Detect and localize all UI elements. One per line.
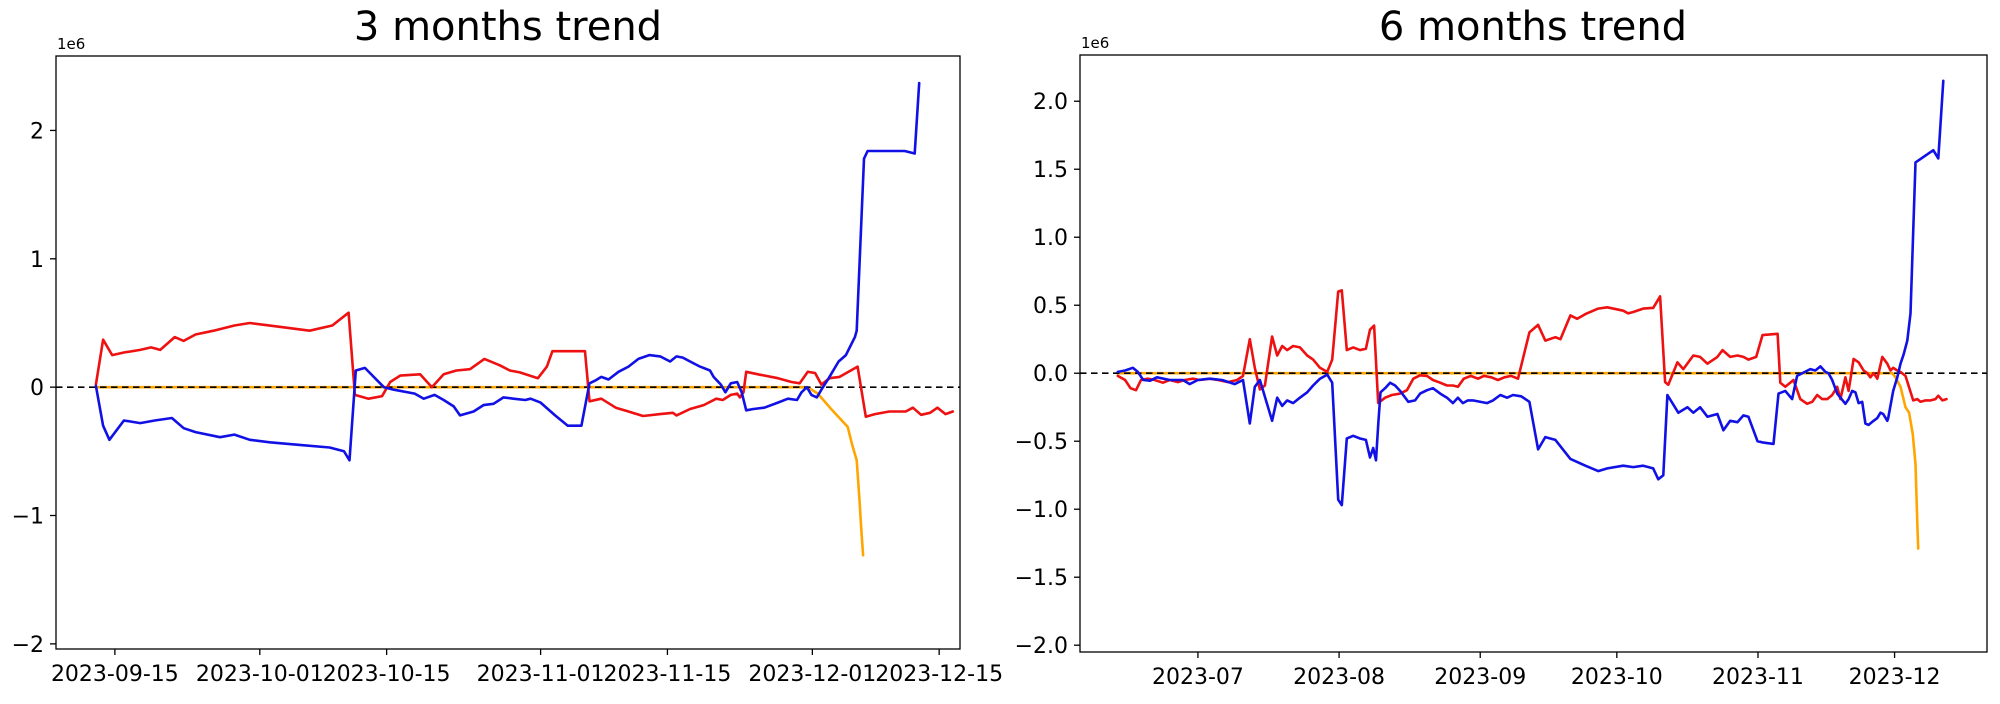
y-axis-tick-label: −2 (12, 633, 44, 658)
x-axis-tick-label: 2023-12 (1849, 665, 1941, 690)
y-axis-tick-label: 2 (30, 119, 44, 144)
x-axis-tick-label: 2023-10-01 (196, 662, 324, 687)
y-axis-tick-label: 0.5 (1033, 294, 1068, 319)
orange-series-line (94, 385, 865, 557)
x-axis-tick-label: 2023-12-01 (748, 662, 876, 687)
x-axis-tick-label: 2023-09 (1434, 665, 1526, 690)
x-axis-tick-label: 2023-10 (1571, 665, 1663, 690)
y-axis-tick-label: −1.5 (1015, 566, 1068, 591)
plot-border (1079, 54, 1988, 653)
y-axis-tick-label: 0 (30, 376, 44, 401)
y-axis-offset-label: 1e6 (1081, 34, 1109, 52)
y-axis-offset-label: 1e6 (57, 35, 85, 53)
plot-border (55, 55, 961, 650)
six-months-trend-chart: 1e6 2.0 1.5 1.0 0.5 0.0 −0.5 −1.0 −1.5 −2.0 2023-0… (1015, 34, 1988, 690)
three-months-trend-chart: 1e6 2 1 0 −1 −2 2023-09-15 2023-10-012023-10-15… (12, 35, 1004, 687)
x-axis-tick-label: 2023-11 (1712, 665, 1804, 690)
x-axis-tick-label: 2023-12-15 (875, 662, 1003, 687)
y-axis-tick-label: −0.5 (1015, 430, 1068, 455)
chart-title-6-months: 6 months trend (1378, 4, 1688, 50)
y-axis-tick-label: −1.0 (1015, 498, 1068, 523)
orange-series-line (1116, 371, 1920, 550)
y-axis-tick-label: 0.0 (1033, 362, 1068, 387)
x-axis-tick-label: 2023-07 (1152, 665, 1244, 690)
chart-title-3-months: 3 months trend (353, 4, 663, 50)
x-axis-tick-label: 2023-08 (1293, 665, 1385, 690)
y-axis-tick-label: −2.0 (1015, 634, 1068, 659)
y-axis-tick-label: 2.0 (1033, 90, 1068, 115)
x-axis-tick-label: 2023-09-15 (51, 662, 179, 687)
x-axis-tick-label: 2023-10-15 (323, 662, 451, 687)
y-axis-tick-label: 1.0 (1033, 226, 1068, 251)
red-series-line (94, 311, 955, 419)
x-axis-tick-label: 2023-11-15 (603, 662, 731, 687)
blue-series-line (94, 81, 921, 462)
blue-series-line (1116, 79, 1945, 507)
y-axis-tick-label: 1 (30, 248, 44, 273)
x-axis-tick-label: 2023-11-01 (477, 662, 605, 687)
red-series-line (1116, 288, 1948, 406)
y-axis-tick-label: 1.5 (1033, 158, 1068, 183)
y-axis-tick-label: −1 (12, 505, 44, 530)
